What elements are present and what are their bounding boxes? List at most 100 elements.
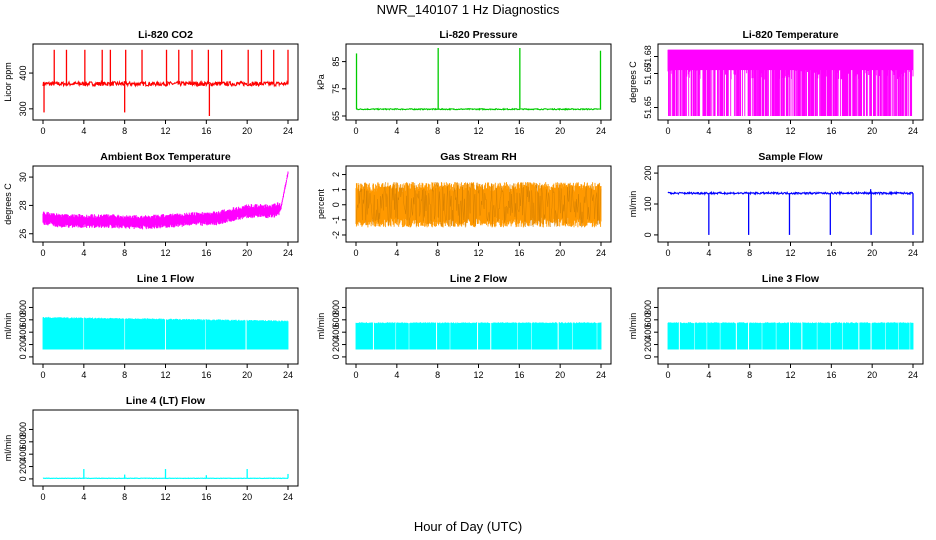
series-line — [356, 107, 602, 111]
y-tick-label: 200 — [643, 166, 653, 181]
x-tick-label: 0 — [353, 370, 358, 380]
x-tick-label: 4 — [394, 126, 399, 136]
panel: Li-820 Pressure kPa 0 4 8 12 16 20 24 65 75 85 — [316, 29, 612, 136]
panel-ylabel: ml/min — [316, 313, 326, 340]
panel-title: Li-820 CO2 — [138, 29, 193, 41]
x-tick-label: 24 — [283, 126, 293, 136]
panel-title: Ambient Box Temperature — [100, 151, 231, 163]
x-tick-label: 24 — [908, 370, 918, 380]
panel: Sample Flow ml/min 0 4 8 12 16 20 24 0 100 200 — [628, 151, 924, 258]
y-tick-label: 2 — [331, 172, 341, 177]
y-tick-label: -2 — [331, 231, 341, 239]
y-tick-label: 28 — [18, 200, 28, 210]
y-tick-label: 400 — [18, 325, 28, 340]
x-tick-label: 20 — [242, 126, 252, 136]
x-tick-label: 24 — [596, 248, 606, 258]
panel-title: Line 1 Flow — [137, 273, 195, 285]
x-tick-label: 12 — [473, 126, 483, 136]
y-tick-label: 800 — [18, 422, 28, 437]
x-tick-label: 8 — [747, 370, 752, 380]
y-tick-label: 0 — [18, 476, 28, 481]
x-tick-label: 12 — [160, 370, 170, 380]
x-tick-label: 16 — [201, 370, 211, 380]
y-tick-label: 85 — [331, 57, 341, 67]
x-tick-label: 20 — [867, 248, 877, 258]
x-tick-label: 16 — [514, 248, 524, 258]
x-tick-label: 24 — [908, 126, 918, 136]
x-tick-label: 4 — [81, 492, 86, 502]
x-tick-label: 8 — [435, 248, 440, 258]
x-tick-label: 20 — [867, 126, 877, 136]
figure-xlabel: Hour of Day (UTC) — [414, 519, 522, 534]
y-tick-label: 75 — [331, 84, 341, 94]
panel: Line 2 Flow ml/min 0 4 8 12 16 20 24 0 20040060080… — [316, 273, 612, 380]
y-tick-label: 400 — [331, 325, 341, 340]
x-tick-label: 4 — [706, 370, 711, 380]
x-tick-label: 16 — [201, 492, 211, 502]
x-tick-label: 4 — [706, 248, 711, 258]
x-tick-label: 16 — [201, 248, 211, 258]
series — [42, 316, 289, 350]
y-tick-label: 600 — [331, 312, 341, 327]
series — [667, 322, 914, 350]
x-tick-label: 8 — [435, 126, 440, 136]
panel-ylabel: degrees C — [3, 183, 13, 225]
y-tick-label: 600 — [643, 312, 653, 327]
y-tick-label: 1 — [331, 187, 341, 192]
y-tick-label: 26 — [18, 229, 28, 239]
x-tick-label: 8 — [122, 126, 127, 136]
panel-title: Line 3 Flow — [762, 273, 820, 285]
x-tick-label: 4 — [81, 370, 86, 380]
panel-ylabel: ml/min — [3, 435, 13, 462]
x-tick-label: 0 — [353, 248, 358, 258]
y-tick-label: 200 — [643, 337, 653, 352]
x-tick-label: 20 — [867, 370, 877, 380]
series-band-fill — [668, 49, 913, 71]
series-bands — [355, 322, 602, 350]
y-tick-label: 400 — [643, 325, 653, 340]
x-tick-label: 0 — [40, 126, 45, 136]
x-tick-label: 12 — [785, 126, 795, 136]
panel-ylabel: ml/min — [628, 313, 638, 340]
x-tick-label: 16 — [514, 370, 524, 380]
y-tick-label: 300 — [18, 101, 28, 116]
y-tick-label: 51.67 — [643, 62, 653, 85]
y-tick-label: 0 — [331, 354, 341, 359]
y-tick-label: 200 — [18, 337, 28, 352]
series-bands — [42, 316, 289, 350]
x-tick-label: 0 — [353, 126, 358, 136]
y-tick-label: 100 — [643, 196, 653, 211]
y-tick-label: 0 — [331, 202, 341, 207]
panel: Line 1 Flow ml/min 0 4 8 12 16 20 24 0 20040060080… — [3, 273, 299, 380]
panel-ylabel: kPa — [316, 74, 326, 90]
series — [667, 189, 914, 235]
x-tick-label: 20 — [555, 248, 565, 258]
y-tick-label: 0 — [643, 354, 653, 359]
x-tick-label: 12 — [785, 248, 795, 258]
series — [42, 49, 289, 116]
panel: Line 3 Flow ml/min 0 4 8 12 16 20 24 0 20040060080… — [628, 273, 924, 380]
y-tick-label: 200 — [331, 337, 341, 352]
x-tick-label: 8 — [122, 248, 127, 258]
series — [355, 182, 602, 229]
series-drift — [42, 171, 289, 230]
panel: Li-820 CO2 Licor ppm 0 4 8 12 16 20 24 300 400 — [3, 29, 299, 136]
y-tick-label: 51.68 — [643, 45, 653, 68]
series — [42, 469, 289, 480]
y-tick-label: 0 — [18, 354, 28, 359]
panel-title: Li-820 Pressure — [439, 29, 517, 41]
x-tick-label: 0 — [665, 126, 670, 136]
series-bands — [667, 322, 914, 350]
x-tick-label: 0 — [40, 492, 45, 502]
x-tick-label: 12 — [473, 370, 483, 380]
x-tick-label: 20 — [242, 370, 252, 380]
series — [667, 49, 914, 116]
x-tick-label: 16 — [514, 126, 524, 136]
x-tick-label: 0 — [40, 370, 45, 380]
panel-title: Line 2 Flow — [450, 273, 508, 285]
x-tick-label: 8 — [122, 492, 127, 502]
x-tick-label: 24 — [596, 126, 606, 136]
